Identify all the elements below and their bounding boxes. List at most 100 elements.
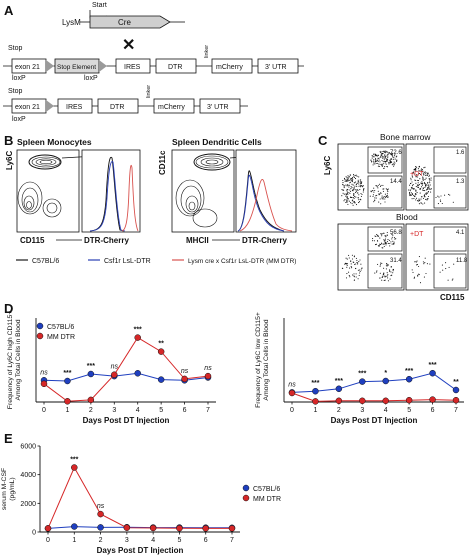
flow-event-dot <box>360 182 362 184</box>
flow-event-dot <box>424 166 426 168</box>
flow-event-dot <box>411 175 413 177</box>
flow-event-dot <box>419 188 421 190</box>
flow-event-dot <box>379 156 381 158</box>
gate-blood-ctrl-top: 56.8 <box>390 230 402 236</box>
significance-label: ** <box>453 379 459 386</box>
flow-event-dot <box>421 181 423 183</box>
flow-event-dot <box>385 195 387 197</box>
flow-event-dot <box>346 264 348 267</box>
flow-event-dot <box>378 163 380 165</box>
data-point-1 <box>44 525 52 532</box>
flow-event-dot <box>374 272 376 274</box>
data-point-1 <box>312 398 319 405</box>
flow-event-dot <box>346 273 348 275</box>
data-point-0 <box>87 370 95 378</box>
data-point-1 <box>64 398 71 405</box>
flow-event-dot <box>428 185 430 187</box>
flow-event-dot <box>391 274 393 276</box>
flow-event-dot <box>429 182 431 184</box>
flow-event-dot <box>343 185 345 187</box>
flow-event-dot <box>345 193 347 195</box>
flow-event-dot <box>440 200 442 203</box>
flow-event-dot <box>375 157 377 159</box>
ires-box-2 <box>115 58 151 74</box>
flow-event-dot <box>370 159 372 161</box>
flow-event-dot <box>392 270 394 272</box>
flow-event-dot <box>415 186 417 188</box>
mcherry-box-2 <box>211 58 253 74</box>
flow-blood-dt: +DT 4.1 11.8 <box>405 223 469 291</box>
flow-event-dot <box>348 254 350 256</box>
flow-event-dot <box>350 178 353 180</box>
y-axis-title: Frequency of Ly6C high CD115+ <box>7 311 14 409</box>
x-tick-label: 2 <box>89 407 93 414</box>
flow-event-dot <box>384 243 386 245</box>
stop-label-3: Stop <box>8 88 23 95</box>
y-tick-label: 6000 <box>20 444 36 451</box>
flow-event-dot <box>393 164 395 166</box>
flow-event-dot <box>412 173 414 175</box>
flow-event-dot <box>428 175 430 178</box>
flow-event-dot <box>372 238 374 240</box>
flow-event-dot <box>441 202 443 205</box>
flow-event-dot <box>377 184 379 187</box>
flow-event-dot <box>379 185 382 188</box>
flow-event-dot <box>423 174 425 176</box>
flow-event-dot <box>374 153 376 156</box>
flow-event-dot <box>382 190 384 192</box>
x-tick-label: 1 <box>313 407 317 414</box>
flow-event-dot <box>347 198 349 200</box>
flow-event-dot <box>349 189 351 191</box>
flow-event-dot <box>384 241 386 244</box>
data-point-0 <box>64 377 71 385</box>
flow-event-dot <box>387 274 389 276</box>
flow-event-dot <box>421 168 424 171</box>
data-point-0 <box>429 369 436 377</box>
flow-event-dot <box>441 264 443 266</box>
data-point-0 <box>71 523 78 530</box>
flow-event-dot <box>352 184 354 186</box>
flow-event-dot <box>414 168 416 170</box>
flow-event-dot <box>418 172 421 175</box>
flow-event-dot <box>386 265 388 267</box>
flow-event-dot <box>422 187 424 189</box>
flow-event-dot <box>355 183 357 185</box>
flow-event-dot <box>429 184 431 186</box>
flow-event-dot <box>418 165 421 167</box>
flow-event-dot <box>355 189 357 191</box>
flow-event-dot <box>382 243 385 245</box>
flow-event-dot <box>410 192 412 194</box>
flow-event-dot <box>384 152 387 154</box>
x-tick-label: 0 <box>46 537 50 544</box>
flow-event-dot <box>353 182 355 184</box>
legend-label-csf1r: Csf1r LsL-DTR <box>104 258 151 265</box>
flow-event-dot <box>375 197 377 199</box>
flow-event-dot <box>379 237 381 239</box>
flow-event-dot <box>386 231 388 234</box>
flow-event-dot <box>378 201 380 203</box>
flow-event-dot <box>384 155 386 157</box>
flow-event-dot <box>380 203 382 205</box>
y-axis-title: Among Total Cells in Blood <box>263 319 270 400</box>
flow-event-dot <box>435 196 437 199</box>
series-line-0 <box>43 372 209 382</box>
flow-event-dot <box>353 193 355 195</box>
dc-contour-plot <box>171 149 235 233</box>
cd115-axis-label-c: CD115 <box>440 293 465 302</box>
legend-label: MM DTR <box>47 334 75 341</box>
flow-event-dot <box>358 181 360 183</box>
flow-event-dot <box>350 202 352 204</box>
flow-event-dot <box>384 276 386 278</box>
flow-event-dot <box>373 162 375 164</box>
flow-event-dot <box>372 164 374 166</box>
flow-event-dot <box>372 240 374 242</box>
flow-event-dot <box>357 197 359 199</box>
flow-event-dot <box>381 243 383 245</box>
x-tick-label: 6 <box>431 407 435 414</box>
lysm-label: LysM <box>62 18 81 27</box>
flow-event-dot <box>359 184 361 186</box>
series-line-1 <box>47 466 232 529</box>
flow-event-dot <box>392 240 394 242</box>
flow-event-dot <box>352 177 354 179</box>
flow-event-dot <box>380 155 382 157</box>
